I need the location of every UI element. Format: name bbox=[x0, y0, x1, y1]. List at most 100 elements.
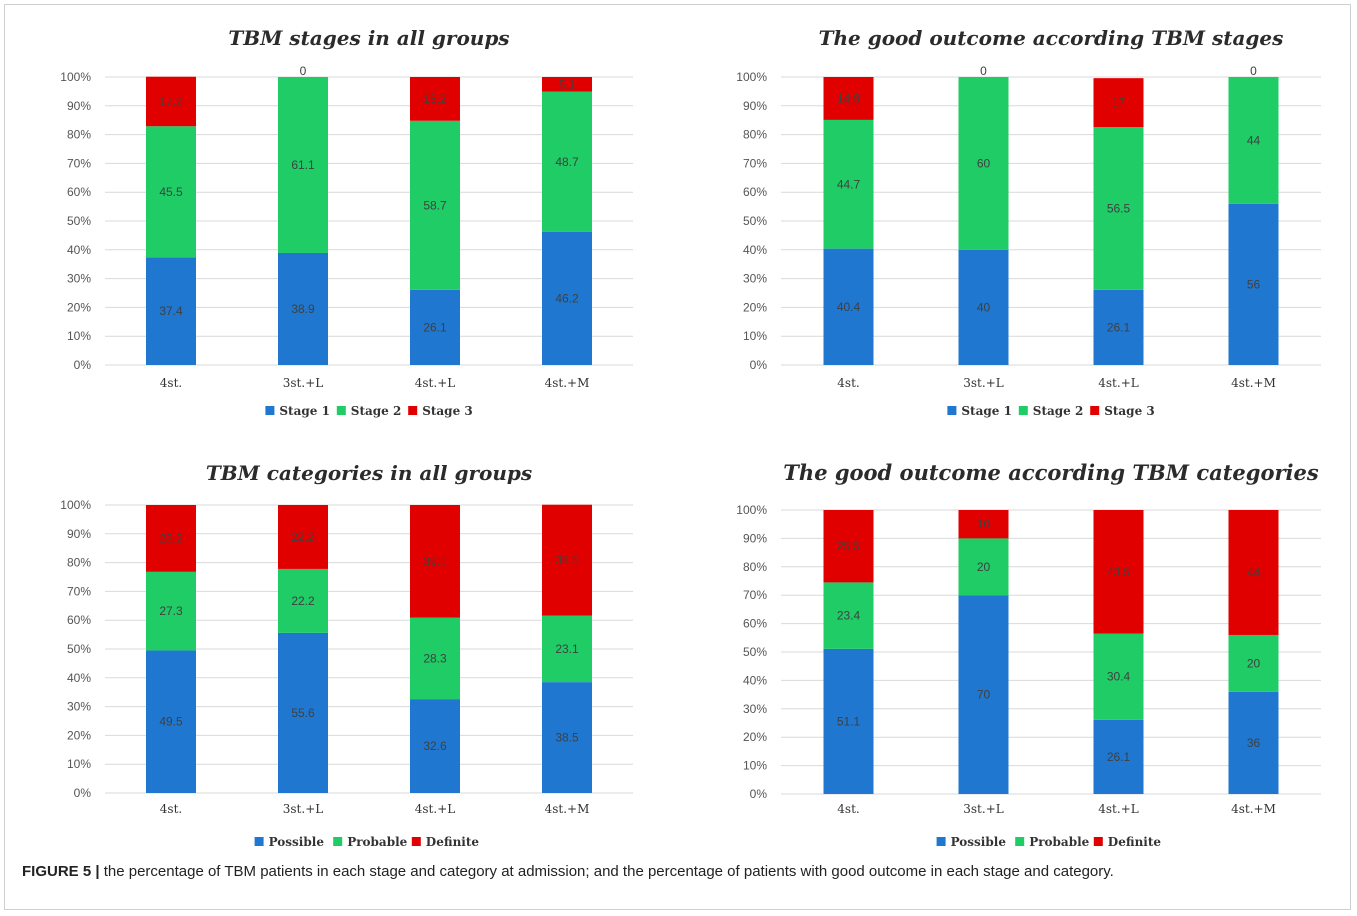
bar-segment bbox=[1093, 719, 1144, 794]
data-label: 23.2 bbox=[159, 531, 183, 545]
data-label: 46.2 bbox=[555, 291, 579, 305]
bar-segment bbox=[1093, 510, 1144, 634]
data-label: 17.2 bbox=[159, 94, 183, 108]
chart-svg: The good outcome according TBM stages 0% 1… bbox=[736, 26, 1321, 418]
legend-label: Definite bbox=[1108, 835, 1162, 849]
bar-segment bbox=[542, 91, 592, 232]
chart-title: TBM categories in all groups bbox=[206, 461, 532, 485]
y-tick-label: 80% bbox=[67, 128, 91, 142]
y-tick-label: 30% bbox=[67, 700, 91, 714]
data-label: 23.1 bbox=[555, 642, 579, 656]
y-tick-label: 20% bbox=[67, 300, 91, 314]
y-tick-label: 10% bbox=[743, 329, 767, 343]
chart-stages-all-groups: TBM stages in all groups 0% 10% 20% 30% 40% 50… bbox=[15, 15, 655, 435]
y-tick-label: 100% bbox=[736, 503, 767, 517]
y-tick-label: 0% bbox=[74, 358, 92, 372]
figure-caption-text: the percentage of TBM patients in each s… bbox=[99, 863, 1114, 880]
y-tick-label: 100% bbox=[60, 498, 91, 512]
data-label: 26.1 bbox=[1107, 320, 1131, 334]
data-label: 56 bbox=[1247, 277, 1261, 291]
x-category-label: 3st.+L bbox=[283, 802, 323, 816]
data-label: 0 bbox=[300, 64, 307, 78]
data-label: 45.5 bbox=[159, 185, 183, 199]
y-tick-label: 90% bbox=[743, 99, 767, 113]
bar-segment bbox=[958, 510, 1009, 539]
chart-outcome-by-category: The good outcome according TBM categorie… bbox=[685, 450, 1345, 860]
y-tick-label: 90% bbox=[67, 99, 91, 113]
legend-swatch bbox=[936, 837, 946, 846]
bar-segment bbox=[1093, 127, 1144, 290]
bar-segment bbox=[823, 648, 874, 794]
data-label: 51.1 bbox=[837, 714, 861, 728]
y-tick-label: 90% bbox=[67, 527, 91, 541]
data-label: 27.3 bbox=[159, 604, 183, 618]
x-category-label: 4st.+M bbox=[1231, 802, 1276, 816]
chart-svg: TBM categories in all groups 0% 10% 20% 30% 4… bbox=[60, 461, 633, 849]
y-tick-label: 90% bbox=[743, 531, 767, 545]
y-tick-label: 20% bbox=[743, 300, 767, 314]
data-label: 58.7 bbox=[423, 198, 447, 212]
data-label: 70 bbox=[977, 688, 991, 702]
bar-segment bbox=[823, 510, 874, 583]
data-label: 56.5 bbox=[1107, 201, 1131, 215]
bar-segment bbox=[1093, 289, 1144, 365]
data-label: 37.4 bbox=[159, 304, 183, 318]
legend-label: Stage 3 bbox=[422, 404, 473, 418]
y-tick-label: 0% bbox=[74, 786, 92, 800]
y-tick-label: 30% bbox=[743, 272, 767, 286]
x-category-label: 4st.+M bbox=[545, 376, 590, 390]
bar-segment bbox=[1228, 691, 1279, 794]
chart-title: The good outcome according TBM stages bbox=[819, 26, 1284, 50]
chart-svg: TBM stages in all groups 0% 10% 20% 30% 40% 50… bbox=[60, 26, 633, 418]
y-tick-label: 40% bbox=[67, 671, 91, 685]
data-label: 61.1 bbox=[291, 158, 315, 172]
bar-segment bbox=[278, 505, 328, 569]
data-label: 39.1 bbox=[423, 554, 447, 568]
legend-label: Definite bbox=[426, 835, 480, 849]
y-tick-label: 60% bbox=[743, 617, 767, 631]
legend-label: Probable bbox=[1029, 835, 1089, 849]
legend-label: Stage 1 bbox=[279, 404, 330, 418]
data-label: 49.5 bbox=[159, 715, 183, 729]
bar-segment bbox=[542, 615, 592, 683]
x-category-label: 4st.+L bbox=[1098, 802, 1138, 816]
bar-segment bbox=[958, 538, 1009, 596]
legend-swatch bbox=[1018, 406, 1028, 415]
y-tick-label: 10% bbox=[67, 329, 91, 343]
legend-label: Probable bbox=[347, 835, 407, 849]
data-label: 28.3 bbox=[423, 651, 447, 665]
data-label: 23.4 bbox=[837, 609, 861, 623]
bar-segment bbox=[823, 77, 874, 120]
chart-svg: The good outcome according TBM categorie… bbox=[736, 460, 1321, 849]
bar-segment bbox=[1228, 510, 1279, 635]
bar-segment bbox=[146, 505, 196, 572]
bar-segment bbox=[1228, 77, 1279, 204]
bar-segment bbox=[146, 76, 196, 127]
data-label: 17 bbox=[1112, 96, 1126, 110]
data-label: 44.7 bbox=[837, 177, 861, 191]
bar-segment bbox=[542, 504, 592, 616]
chart-outcome-by-stage: The good outcome according TBM stages 0% 1… bbox=[685, 15, 1345, 435]
data-label: 40.4 bbox=[837, 300, 861, 314]
data-label: 25.5 bbox=[837, 539, 861, 553]
bar-segment bbox=[1228, 634, 1279, 692]
legend-swatch bbox=[265, 406, 275, 415]
data-label: 38.5 bbox=[555, 553, 579, 567]
data-label: 32.6 bbox=[423, 739, 447, 753]
x-category-label: 3st.+L bbox=[963, 376, 1003, 390]
y-tick-label: 70% bbox=[743, 156, 767, 170]
bar-segment bbox=[146, 257, 196, 365]
legend-label: Stage 1 bbox=[961, 404, 1012, 418]
y-tick-label: 0% bbox=[750, 787, 768, 801]
legend-swatch bbox=[333, 837, 343, 846]
y-tick-label: 20% bbox=[743, 730, 767, 744]
bar-segment bbox=[146, 650, 196, 793]
data-label: 10 bbox=[977, 517, 991, 531]
legend-swatch bbox=[254, 837, 264, 846]
y-tick-label: 80% bbox=[743, 560, 767, 574]
y-tick-label: 100% bbox=[60, 70, 91, 84]
data-label: 36 bbox=[1247, 736, 1261, 750]
legend-swatch bbox=[411, 837, 421, 846]
data-label: 40 bbox=[977, 300, 991, 314]
bar-segment bbox=[278, 77, 328, 253]
